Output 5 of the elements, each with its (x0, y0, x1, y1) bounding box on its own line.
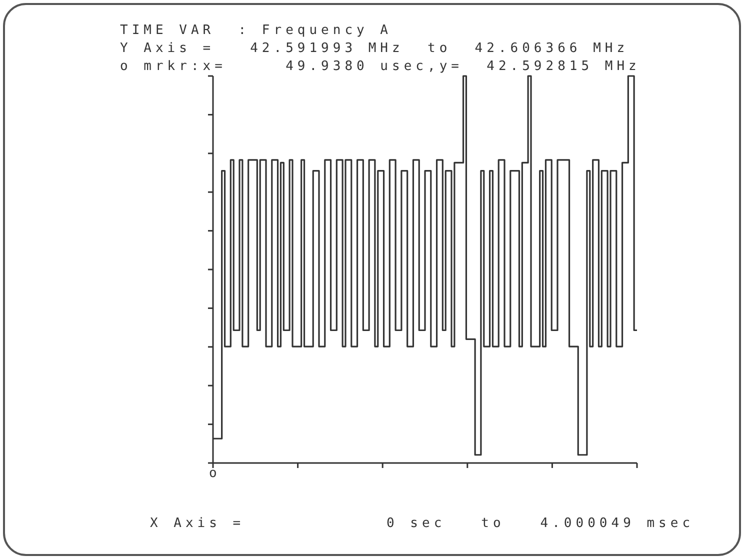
text: o (209, 466, 221, 481)
text: o mrkr:x= 49.9380 usec,y= 42.592815 MHz (120, 59, 640, 74)
text: Y Axis = 42.591993 MHz to 42.606366 MHz (120, 41, 629, 56)
chart-title: TIME VAR : Frequency A (120, 23, 392, 38)
text: X Axis = 0 sec to 4.000049 msec (150, 516, 694, 531)
